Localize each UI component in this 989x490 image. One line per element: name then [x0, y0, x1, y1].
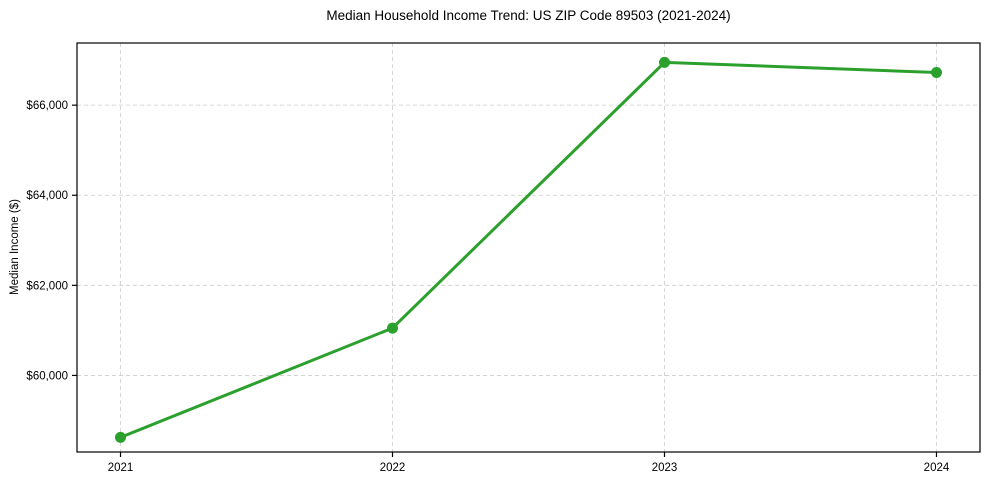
- data-point-2023: [659, 56, 670, 68]
- x-tick-label: 2024: [924, 462, 950, 474]
- chart-title: Median Household Income Trend: US ZIP Co…: [326, 8, 731, 23]
- data-point-2021: [115, 431, 126, 443]
- data-point-2022: [387, 322, 398, 334]
- y-tick-label: $60,000: [26, 370, 68, 382]
- data-point-2024: [931, 67, 942, 78]
- x-tick-label: 2023: [652, 462, 678, 474]
- y-tick-label: $64,000: [26, 190, 68, 202]
- y-tick-label: $66,000: [26, 100, 68, 112]
- plot-border: [76, 42, 981, 453]
- x-tick-label: 2022: [380, 462, 406, 474]
- y-tick-label: $62,000: [26, 280, 68, 292]
- trend-line: [119, 60, 938, 439]
- x-tick-label: 2021: [108, 462, 134, 474]
